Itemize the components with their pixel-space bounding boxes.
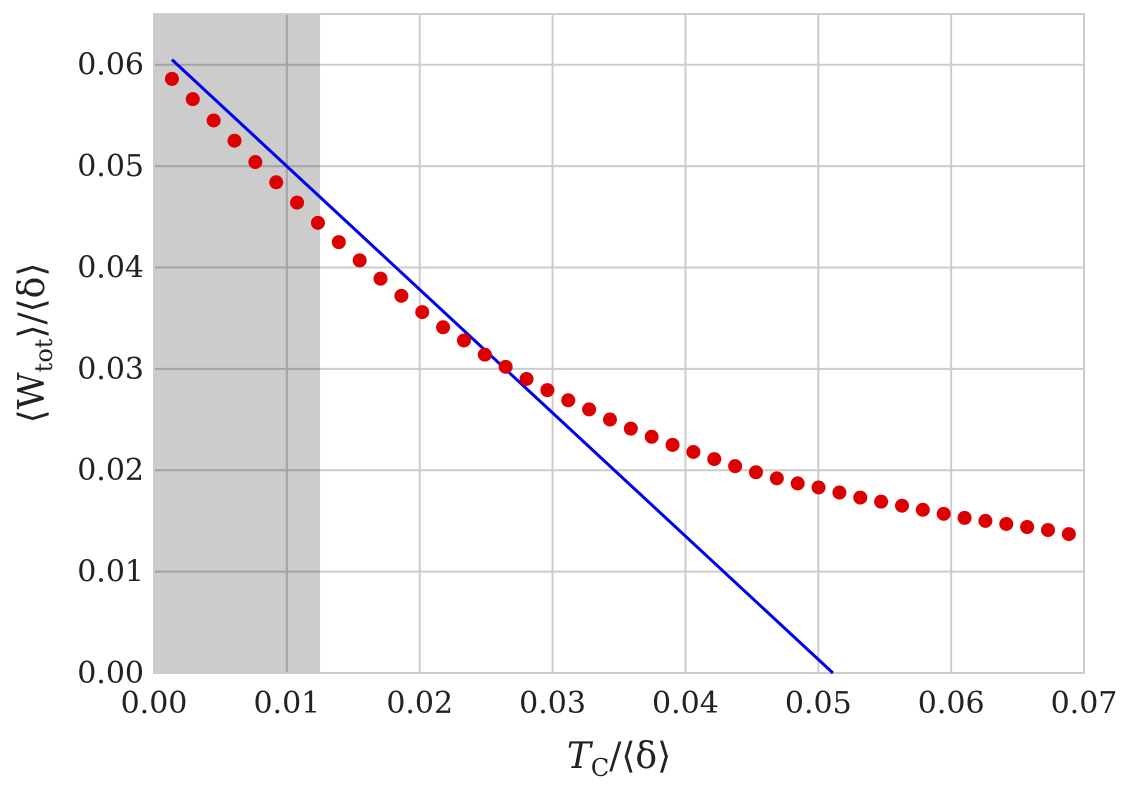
x-tick-label: 0.06	[918, 686, 985, 721]
x-tick-label: 0.01	[253, 686, 320, 721]
x-label-rest: /⟨δ⟩	[609, 736, 671, 777]
data-point	[477, 347, 492, 362]
data-point	[790, 476, 805, 491]
data-point	[519, 371, 534, 386]
data-point	[227, 133, 242, 148]
data-point	[415, 305, 430, 320]
data-point	[936, 506, 951, 521]
x-label-sub: C	[591, 754, 609, 782]
x-label-main: T	[567, 736, 594, 777]
x-tick-label: 0.05	[785, 686, 852, 721]
data-point	[1020, 520, 1035, 535]
data-point	[206, 113, 221, 128]
y-tick-label: 0.00	[77, 656, 144, 691]
y-label-sub: tot	[30, 338, 58, 372]
data-point	[748, 465, 763, 480]
data-point	[582, 402, 597, 417]
data-point	[498, 359, 513, 374]
data-point	[853, 490, 868, 505]
data-point	[978, 513, 993, 528]
data-point	[394, 288, 409, 303]
data-point	[665, 437, 680, 452]
data-point	[644, 429, 659, 444]
data-point	[915, 502, 930, 517]
data-point	[164, 71, 179, 86]
data-point	[290, 195, 305, 210]
data-point	[561, 393, 576, 408]
data-point	[1061, 527, 1076, 542]
data-point	[331, 235, 346, 250]
data-point	[1040, 523, 1055, 538]
data-point	[310, 215, 325, 230]
x-tick-label: 0.03	[519, 686, 586, 721]
plot-background	[154, 14, 1084, 673]
data-point	[269, 175, 284, 190]
data-point	[894, 498, 909, 513]
data-point	[248, 155, 263, 170]
x-tick-label: 0.04	[652, 686, 719, 721]
y-tick-label: 0.02	[77, 453, 144, 488]
data-point	[623, 421, 638, 436]
y-tick-label: 0.03	[77, 352, 144, 387]
data-point	[602, 412, 617, 427]
x-tick-label: 0.02	[386, 686, 453, 721]
y-tick-label: 0.01	[77, 555, 144, 590]
data-point	[811, 480, 826, 495]
y-tick-label: 0.05	[77, 149, 144, 184]
data-point	[436, 320, 451, 335]
highlight-region	[154, 14, 321, 673]
x-tick-label: 0.07	[1051, 686, 1118, 721]
x-tick-label: 0.00	[121, 686, 188, 721]
data-point	[957, 510, 972, 525]
data-point	[728, 459, 743, 474]
data-point	[874, 494, 889, 509]
y-label-main: ⟨W	[12, 372, 53, 423]
data-point	[373, 271, 388, 286]
y-tick-label: 0.06	[77, 48, 144, 83]
data-point	[185, 92, 200, 107]
x-axis-label: TC/⟨δ⟩	[567, 736, 671, 782]
data-point	[352, 253, 367, 268]
y-axis-label: ⟨Wtot⟩/⟨δ⟩	[12, 263, 58, 424]
data-point	[707, 452, 722, 467]
data-point	[686, 444, 701, 459]
y-label-rest: ⟩/⟨δ⟩	[12, 263, 53, 339]
data-point	[769, 471, 784, 486]
data-point	[999, 516, 1014, 531]
plot-frame	[153, 13, 1085, 674]
y-tick-label: 0.04	[77, 250, 144, 285]
data-point	[456, 333, 471, 348]
data-point	[832, 485, 847, 500]
data-point	[540, 383, 555, 398]
